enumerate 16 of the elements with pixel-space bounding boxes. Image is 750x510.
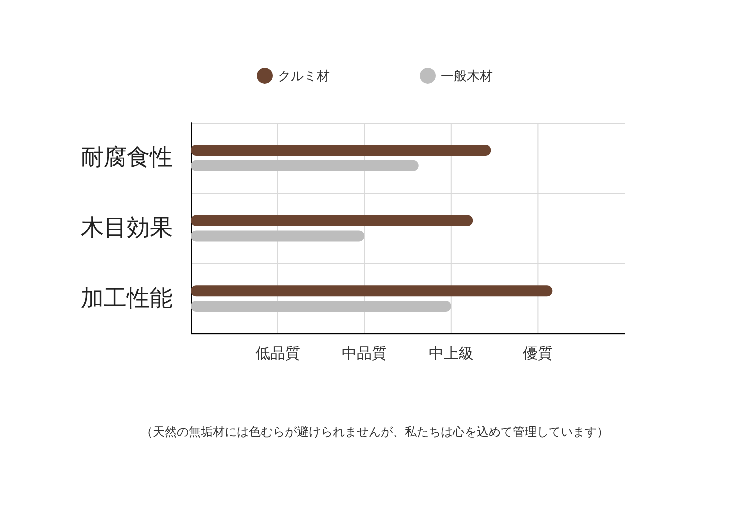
bar xyxy=(191,144,492,156)
y-tick-label: 木目効果 xyxy=(81,216,173,242)
bar xyxy=(191,160,419,172)
text: 中上級 xyxy=(428,344,474,362)
text: 優質 xyxy=(523,344,554,362)
text: 低品質 xyxy=(255,344,300,362)
bar xyxy=(191,230,365,242)
text: （天然の無垢材には色むらが避けられませんが、私たちは心を込めて管理しています） xyxy=(141,425,609,439)
bar xyxy=(191,301,452,312)
y-tick-label: 加工性能 xyxy=(81,286,173,312)
legend-label: 一般木材 xyxy=(441,68,493,84)
bar xyxy=(191,215,474,226)
text: 中品質 xyxy=(342,344,388,362)
bar xyxy=(191,286,553,297)
y-tick-label: 耐腐食性 xyxy=(81,145,173,172)
legend-label: クルミ材 xyxy=(278,68,330,84)
